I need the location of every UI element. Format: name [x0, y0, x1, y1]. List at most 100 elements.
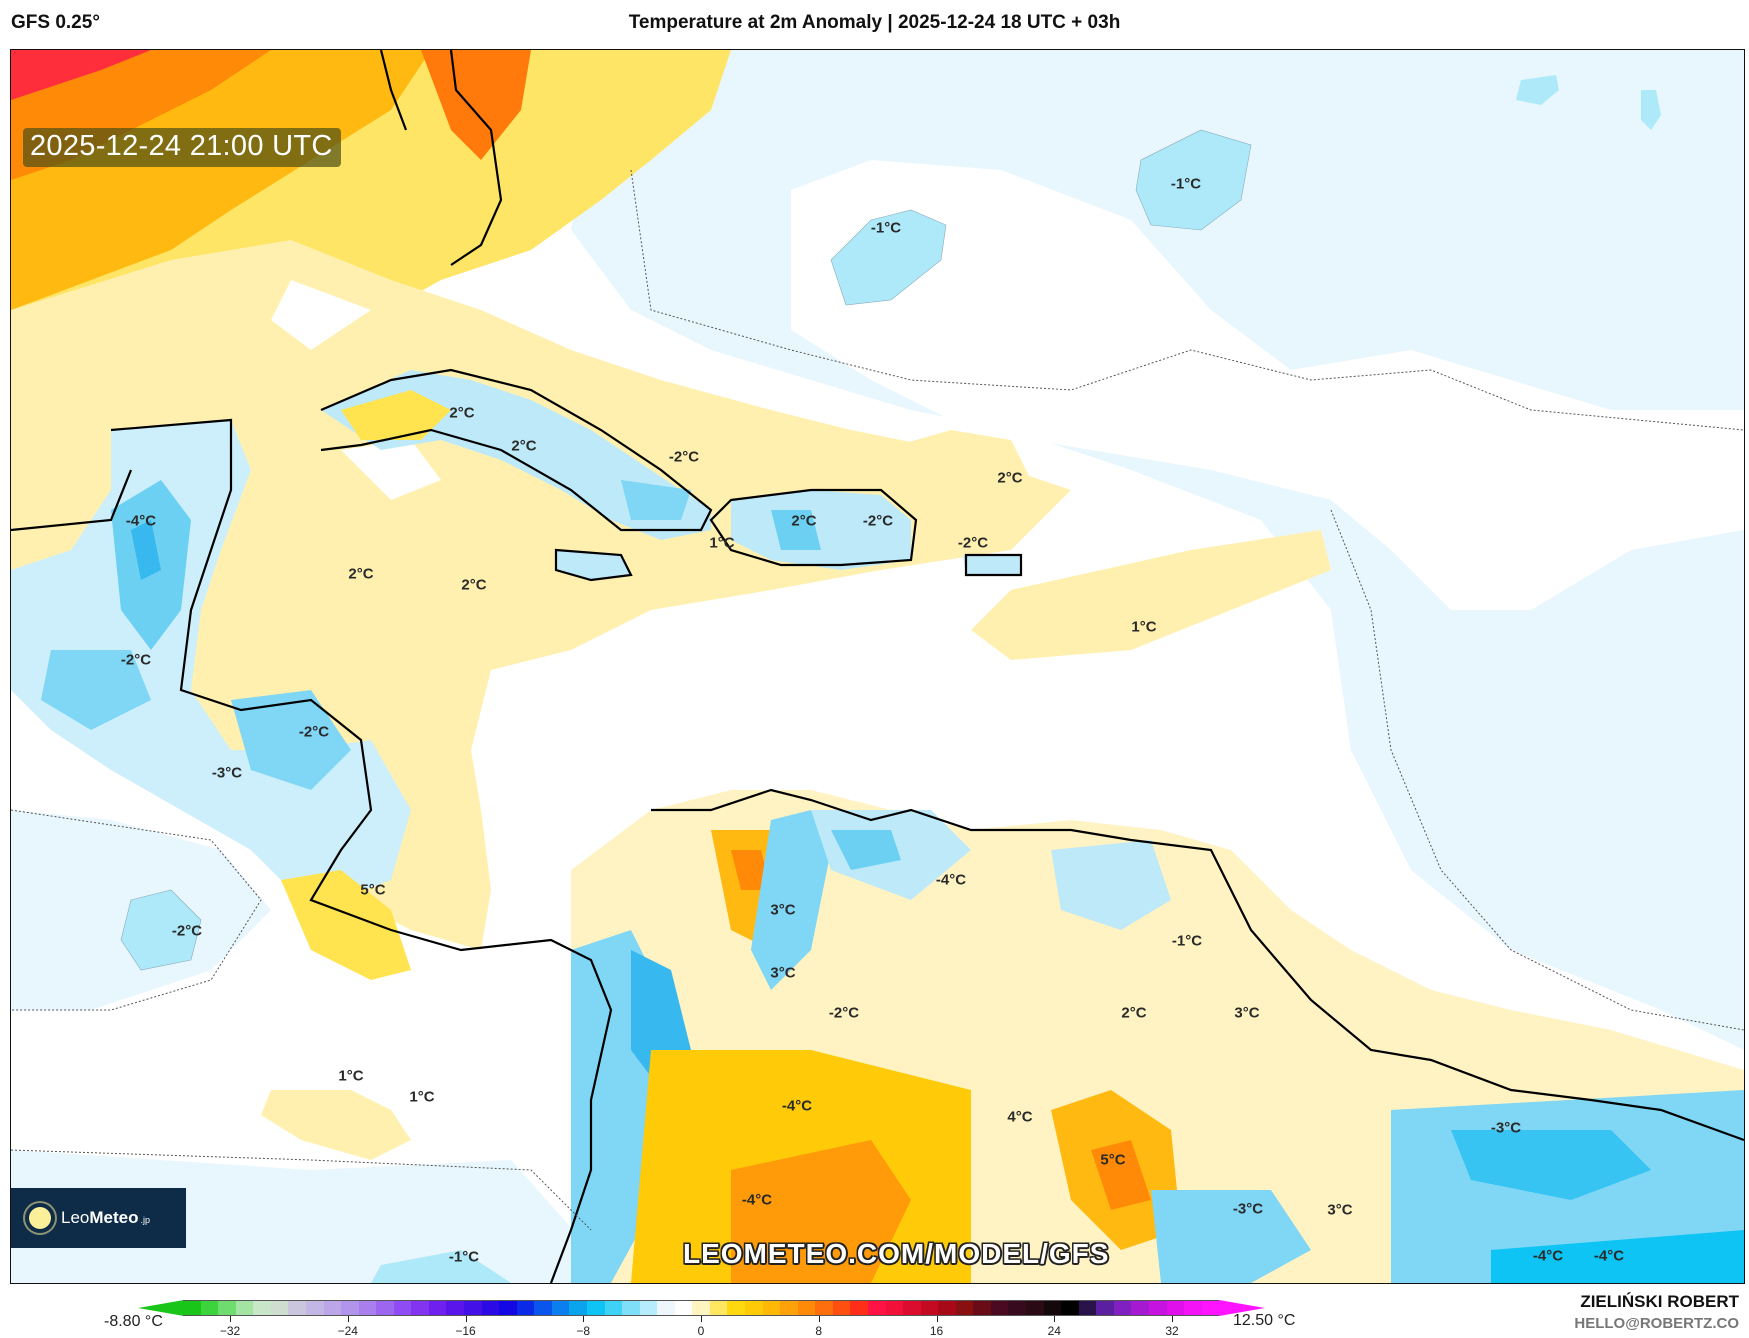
- colorbar-tick-label: −8: [576, 1324, 591, 1338]
- colorbar-swatch: [990, 1301, 1009, 1315]
- contour-label: 5°C: [1100, 1151, 1126, 1169]
- leometeo-logo[interactable]: LeoMeteo .jp: [11, 1188, 186, 1248]
- colorbar: [183, 1300, 1220, 1316]
- colorbar-swatch: [270, 1301, 289, 1315]
- contour-label: -1°C: [1171, 932, 1203, 950]
- contour-label: 3°C: [1234, 1004, 1260, 1022]
- contour-label: 1°C: [709, 534, 735, 552]
- logo-text: LeoMeteo .jp: [61, 1208, 151, 1227]
- colorbar-swatch: [973, 1301, 991, 1315]
- colorbar-swatch: [586, 1301, 605, 1315]
- contour-label: 2°C: [1121, 1004, 1147, 1022]
- colorbar-max-label: 12.50 °C: [1233, 1312, 1296, 1329]
- contour-label: -2°C: [828, 1004, 860, 1022]
- colorbar-swatch: [622, 1301, 640, 1315]
- colorbar-swatch: [604, 1301, 623, 1315]
- contour-label: -4°C: [125, 512, 157, 530]
- colorbar-swatch: [358, 1301, 377, 1315]
- colorbar-swatch: [305, 1301, 324, 1315]
- colorbar-swatch: [516, 1301, 535, 1315]
- colorbar-tick-label: 32: [1165, 1324, 1179, 1338]
- valid-time-badge: 2025-12-24 21:00 UTC: [23, 128, 341, 167]
- colorbar-swatch: [727, 1301, 745, 1315]
- colorbar-tick-label: 8: [815, 1324, 823, 1338]
- colorbar-tick-label: −16: [455, 1324, 476, 1338]
- contour-label: -4°C: [741, 1191, 773, 1209]
- author-email[interactable]: HELLO@ROBERTZ.CO: [1574, 1315, 1739, 1332]
- colorbar-swatch: [393, 1301, 412, 1315]
- colorbar-swatch: [867, 1301, 886, 1315]
- colorbar-swatch: [1131, 1301, 1149, 1315]
- colorbar-swatch: [657, 1301, 675, 1315]
- colorbar-swatch: [499, 1301, 517, 1315]
- contour-label: -2°C: [120, 651, 152, 669]
- contour-label: -4°C: [781, 1097, 813, 1115]
- sun-icon: [29, 1207, 51, 1229]
- colorbar-swatch: [183, 1301, 201, 1315]
- chart-title: Temperature at 2m Anomaly | 2025-12-24 1…: [628, 12, 1121, 33]
- contour-label: 5°C: [360, 881, 386, 899]
- colorbar-tick: [818, 1316, 820, 1322]
- colorbar-swatch: [323, 1301, 342, 1315]
- colorbar-swatch: [376, 1301, 394, 1315]
- colorbar-swatch: [692, 1301, 710, 1315]
- colorbar-swatch: [1026, 1301, 1044, 1315]
- colorbar-swatch: [428, 1301, 447, 1315]
- colorbar-swatch: [235, 1301, 254, 1315]
- colorbar-tick: [583, 1316, 585, 1322]
- colorbar-swatch: [464, 1301, 482, 1315]
- colorbar-swatch: [200, 1301, 219, 1315]
- colorbar-tick-label: −32: [219, 1324, 241, 1338]
- contour-label: -1°C: [870, 219, 902, 237]
- colorbar-extend-min: [138, 1300, 184, 1316]
- colorbar-swatch: [1061, 1301, 1079, 1315]
- colorbar-swatch: [551, 1301, 570, 1315]
- colorbar-tick: [230, 1316, 231, 1322]
- colorbar-swatch: [569, 1301, 587, 1315]
- colorbar-swatch: [534, 1301, 552, 1315]
- colorbar-tick-label: 24: [1047, 1324, 1061, 1338]
- contour-label: -3°C: [1232, 1200, 1264, 1218]
- contour-label: -2°C: [957, 534, 989, 552]
- colorbar-extend-max: [1219, 1300, 1265, 1316]
- colorbar-swatch: [1078, 1301, 1097, 1315]
- colorbar-swatch: [1201, 1301, 1220, 1315]
- contour-label: -3°C: [211, 764, 243, 782]
- colorbar-tick: [465, 1316, 467, 1322]
- colorbar-swatch: [1148, 1301, 1167, 1315]
- colorbar-swatch: [885, 1301, 904, 1315]
- contour-label: 4°C: [1007, 1108, 1033, 1126]
- contour-label: 1°C: [409, 1088, 435, 1106]
- contour-label: -2°C: [298, 723, 330, 741]
- colorbar-swatch: [780, 1301, 798, 1315]
- site-watermark: LEOMETEO.COM/MODEL/GFS: [683, 1238, 1110, 1269]
- colorbar-swatch: [903, 1301, 921, 1315]
- contour-label: -2°C: [171, 922, 203, 940]
- colorbar-swatch: [832, 1301, 851, 1315]
- contour-label: -4°C: [1593, 1247, 1625, 1265]
- colorbar-swatch: [288, 1301, 306, 1315]
- colorbar-tick: [1054, 1316, 1056, 1322]
- model-name: GFS 0.25°: [11, 12, 100, 33]
- contour-label: 3°C: [770, 964, 796, 982]
- anomaly-map[interactable]: 2025-12-24 21:00 UTC -1°C -1°C 2°C 2°C -2°C 2…: [10, 49, 1745, 1284]
- colorbar-swatch: [446, 1301, 464, 1315]
- colorbar-swatch: [1043, 1301, 1062, 1315]
- colorbar-swatch: [709, 1301, 728, 1315]
- colorbar-tick: [936, 1316, 938, 1322]
- colorbar-swatch: [639, 1301, 658, 1315]
- colorbar-swatch: [797, 1301, 816, 1315]
- author-credit: ZIELIŃSKI ROBERT HELLO@ROBERTZ.CO: [1574, 1292, 1739, 1332]
- colorbar-swatch: [1008, 1301, 1026, 1315]
- contour-label: -2°C: [668, 448, 700, 466]
- colorbar-swatch: [253, 1301, 271, 1315]
- contour-label: 2°C: [791, 512, 817, 530]
- colorbar-swatch: [218, 1301, 236, 1315]
- colorbar-swatch: [745, 1301, 763, 1315]
- contour-label: 2°C: [348, 565, 374, 583]
- colorbar-swatch: [815, 1301, 833, 1315]
- contour-label: 2°C: [461, 576, 487, 594]
- contour-label: -2°C: [862, 512, 894, 530]
- colorbar-swatch: [955, 1301, 974, 1315]
- contour-label: 2°C: [511, 437, 537, 455]
